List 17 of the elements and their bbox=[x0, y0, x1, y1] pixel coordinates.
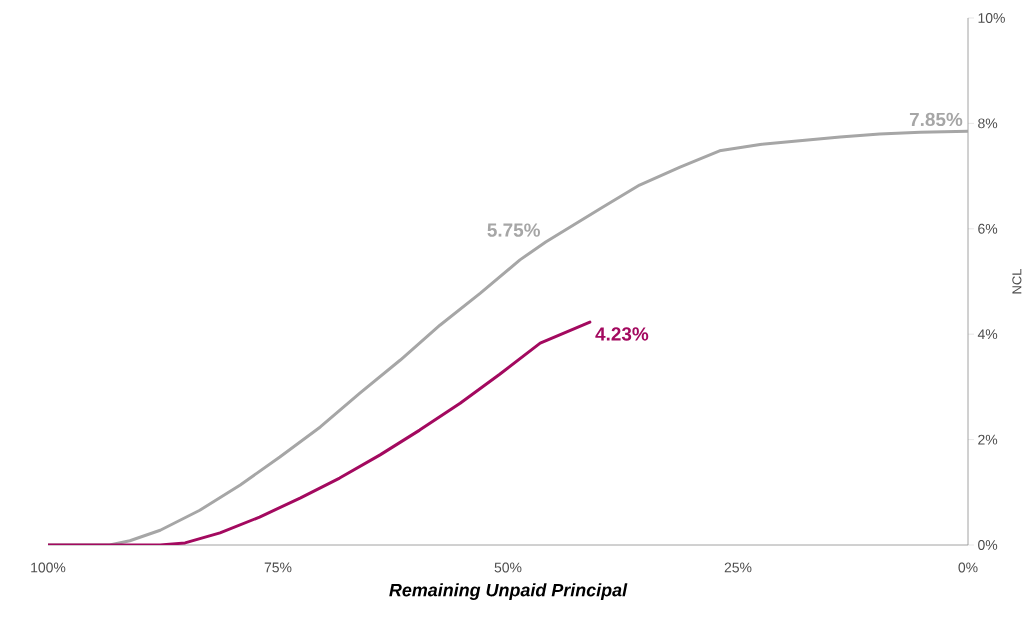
x-tick-label: 50% bbox=[494, 562, 522, 573]
y-tick-label: 2% bbox=[978, 434, 998, 445]
x-tick-label: 100% bbox=[31, 562, 66, 573]
y-tick-label: 4% bbox=[977, 329, 998, 340]
y-tick-label: 0% bbox=[978, 540, 998, 550]
y-tick-label: 10% bbox=[978, 13, 1005, 23]
y-tick-label: 6% bbox=[978, 223, 998, 234]
x-tick-label: 25% bbox=[724, 562, 752, 573]
y-tick-label: 8% bbox=[978, 118, 998, 129]
y-axis-title: NCL bbox=[1012, 268, 1022, 294]
data-label: 7.85% bbox=[909, 112, 963, 127]
line-series bbox=[47, 320, 592, 545]
x-axis-title: Remaining Unpaid Principal bbox=[389, 583, 628, 600]
data-label: 4.23% bbox=[595, 327, 649, 341]
x-tick-label: 75% bbox=[264, 562, 292, 573]
data-label: 5.75% bbox=[487, 223, 541, 237]
x-tick-label: 0% bbox=[958, 562, 978, 573]
